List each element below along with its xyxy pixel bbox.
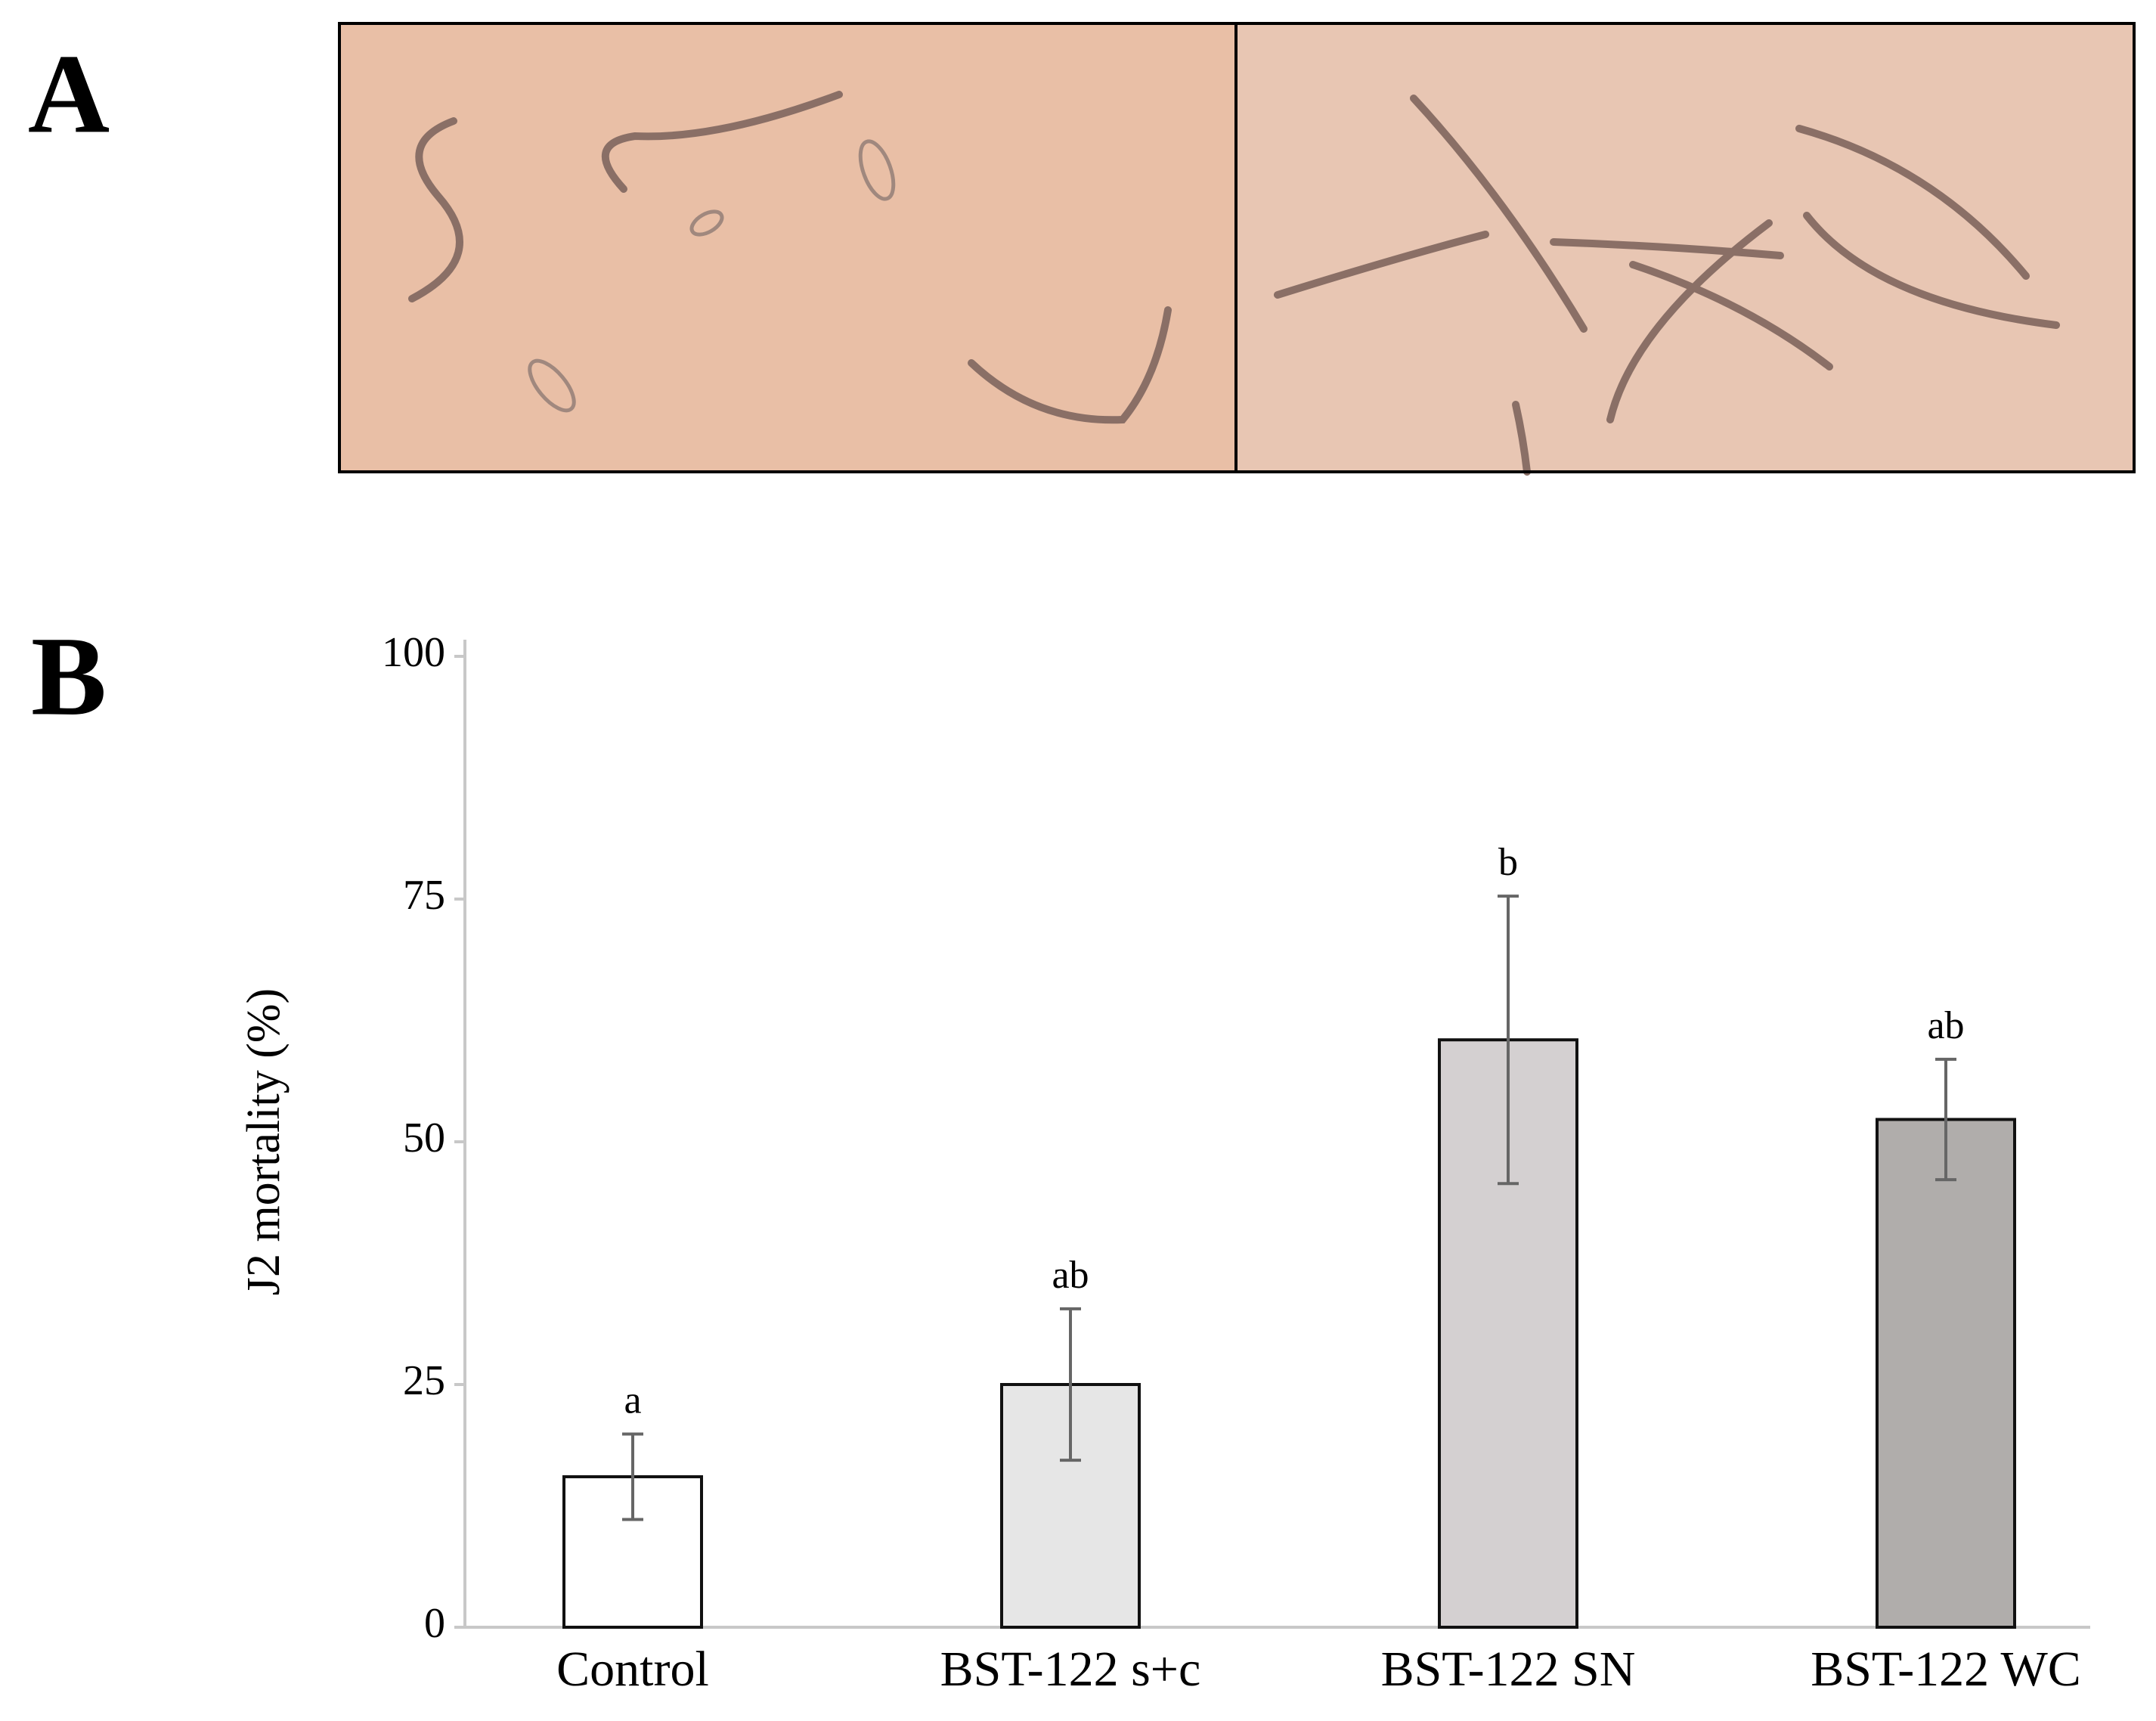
error-bar xyxy=(622,1432,643,1521)
significance-letter: a xyxy=(624,1378,641,1422)
y-tick-label: 0 xyxy=(424,1600,445,1647)
nematodes xyxy=(408,91,2060,476)
y-tick-label: 100 xyxy=(382,629,445,676)
y-tick-label: 75 xyxy=(403,872,445,919)
significance-letter: b xyxy=(1498,841,1518,884)
error-bar xyxy=(1935,1057,1956,1182)
bar xyxy=(1876,1118,2016,1629)
significance-letter: ab xyxy=(1927,1004,1964,1047)
micrographs xyxy=(338,22,2136,476)
x-tick-label: BST-122 WC xyxy=(1811,1642,2081,1697)
x-tick-label: Control xyxy=(556,1642,709,1697)
y-tick-label: 25 xyxy=(403,1357,445,1404)
x-tick-label: BST-122 s+c xyxy=(940,1642,1201,1697)
bar xyxy=(1000,1383,1141,1629)
y-tick-label: 50 xyxy=(403,1115,445,1161)
panel-label: B xyxy=(31,613,107,739)
micrograph-left xyxy=(339,23,1236,472)
x-tick-label: BST-122 SN xyxy=(1381,1642,1636,1697)
significance-letter: ab xyxy=(1052,1254,1089,1297)
error-bar xyxy=(1060,1307,1081,1462)
eggs xyxy=(528,139,896,413)
error-bar xyxy=(1498,895,1519,1186)
y-axis-label: J2 mortality (%) xyxy=(238,988,290,1295)
panel-label: A xyxy=(28,31,110,157)
